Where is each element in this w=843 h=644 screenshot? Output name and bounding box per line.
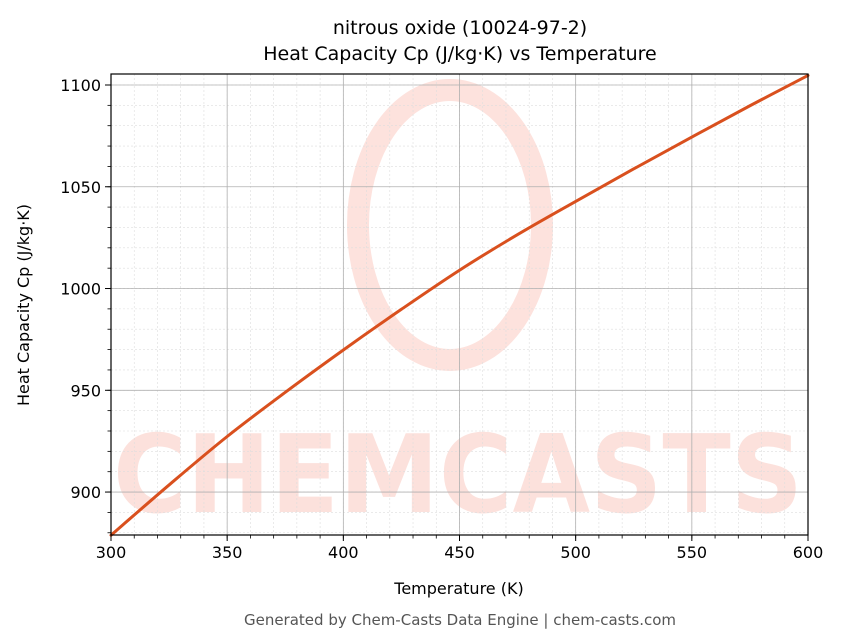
y-tick-label: 1050 [60,178,101,197]
x-tick-label: 600 [793,543,824,562]
x-tick-label: 400 [328,543,359,562]
y-tick-label: 1000 [60,280,101,299]
x-tick-label: 550 [677,543,708,562]
chart-title: nitrous oxide (10024-97-2) [333,17,587,39]
x-tick-label: 450 [444,543,475,562]
footer-credit: Generated by Chem-Casts Data Engine | ch… [244,611,676,629]
y-tick-label: 1100 [60,76,101,95]
y-tick-label: 950 [70,381,101,400]
x-tick-label: 500 [560,543,591,562]
series [109,73,810,537]
axis-ticks: 300 350 400 450 500 550 600 900 950 1000 1050 1100 [60,76,823,562]
y-axis-label: Heat Capacity Cp (J/kg·K) [14,204,33,406]
x-axis-label: Temperature (K) [393,579,523,598]
watermark-logo: CHEMCASTS [113,79,803,538]
x-tick-label: 350 [212,543,243,562]
x-tick-label: 300 [96,543,127,562]
series-line [109,73,810,537]
y-tick-label: 900 [70,483,101,502]
chart-subtitle: Heat Capacity Cp (J/kg·K) vs Temperature [263,43,657,65]
svg-text:CHEMCASTS: CHEMCASTS [113,413,803,538]
